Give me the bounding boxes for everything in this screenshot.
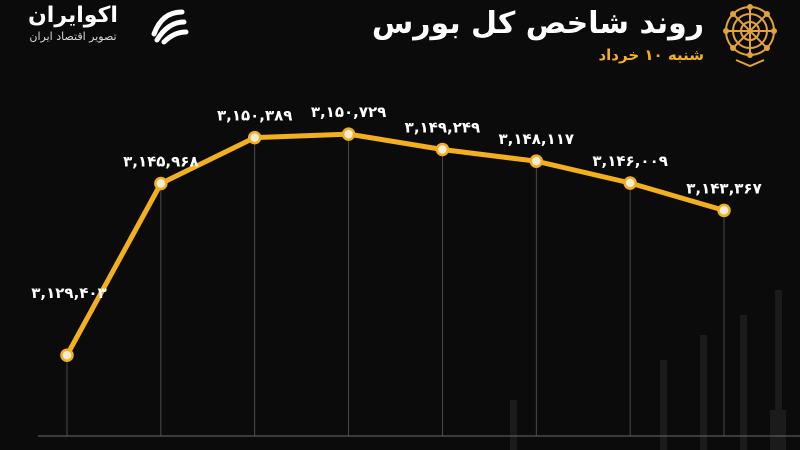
- data-point: [623, 176, 637, 190]
- background-bars: [510, 290, 786, 450]
- page-title: روند شاخص کل بورس: [371, 6, 704, 41]
- brand-block: اکوایران تصویر اقتصاد ایران: [18, 2, 218, 50]
- data-label: ۳,۱۴۳,۳۶۷: [686, 179, 761, 197]
- data-point: [341, 127, 356, 141]
- stock-exchange-logo-icon: [723, 4, 777, 68]
- data-label: ۳,۱۵۰,۷۲۹: [311, 103, 386, 121]
- series-line: [64, 131, 727, 358]
- brand-logo-icon: [151, 9, 189, 45]
- data-label: ۳,۱۴۶,۰۰۹: [592, 152, 667, 170]
- brand-name: اکوایران: [28, 3, 118, 28]
- data-point: [529, 154, 544, 168]
- data-label: ۳,۱۴۹,۲۴۹: [405, 118, 480, 136]
- data-label: ۳,۱۲۹,۴۰۳: [31, 284, 106, 302]
- brand-text: اکوایران تصویر اقتصاد ایران: [28, 2, 118, 44]
- data-label: ۳,۱۵۰,۳۸۹: [217, 107, 292, 125]
- data-point: [435, 142, 450, 157]
- data-point: [60, 348, 74, 362]
- data-point: [154, 176, 168, 191]
- data-label: ۳,۱۴۵,۹۶۸: [123, 152, 198, 170]
- date-subtitle: شنبه ۱۰ خرداد: [598, 46, 704, 64]
- data-label: ۳,۱۴۸,۱۱۷: [499, 130, 574, 148]
- data-point: [717, 203, 731, 218]
- header: روند شاخص کل بورس شنبه ۱۰ خرداد: [372, 2, 704, 64]
- data-point: [247, 130, 262, 145]
- brand-tagline: تصویر اقتصاد ایران: [29, 30, 117, 43]
